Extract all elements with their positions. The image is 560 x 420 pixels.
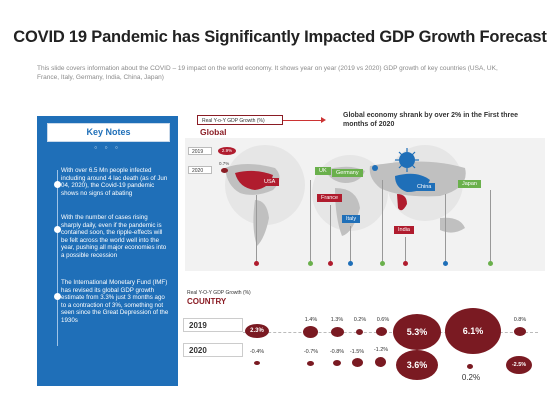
bubble-2019-germany — [331, 327, 344, 337]
bubble-2019-india: 6.1% — [445, 308, 501, 354]
pin-dot — [328, 261, 333, 266]
note-bullet — [54, 181, 61, 188]
note-bullet — [54, 226, 61, 233]
divider-line — [243, 332, 538, 333]
global-2020-dot — [221, 168, 228, 173]
map-tag-france: France — [317, 194, 343, 202]
country-label: COUNTRY — [187, 297, 227, 306]
global-value-2019: 2.9% — [218, 147, 236, 155]
bubble-2019-france — [356, 329, 363, 335]
pin-line — [256, 195, 257, 263]
value-2020-france: -1.5% — [349, 349, 365, 355]
value-2019-france: 0.2% — [353, 317, 367, 323]
value-2020-uk: -0.7% — [303, 349, 319, 355]
bubble-2020-china: 3.6% — [396, 350, 438, 380]
bubble-2019-uk — [303, 326, 318, 338]
map-tag-usa: USA — [260, 178, 280, 186]
pin-dot — [380, 261, 385, 266]
pin-line — [350, 226, 351, 263]
pin-dot — [403, 261, 408, 266]
key-notes-timeline — [57, 170, 58, 346]
note-bullet — [54, 293, 61, 300]
map-tag-italy: Italy — [342, 215, 361, 223]
arrow-right-icon — [321, 117, 326, 123]
key-note-2: With the number of cases rising sharply … — [61, 214, 167, 259]
bubble-2019-japan — [514, 327, 526, 336]
yoy-label: Real Y-o-Y GDP Growth (%) — [197, 115, 283, 125]
value-2019-japan: 0.8% — [513, 317, 527, 323]
pin-line — [405, 237, 406, 263]
key-notes-panel: Key Notes ○ ○ ○ With over 6.5 Mn people … — [37, 116, 178, 386]
key-note-3: The International Monetary Fund (IMF) ha… — [61, 279, 169, 324]
world-map — [185, 138, 545, 271]
global-value-2020: 0.7% — [219, 161, 230, 166]
arrow-line — [283, 120, 323, 121]
pin-line — [490, 190, 491, 263]
pin-dot — [488, 261, 493, 266]
bubble-2020-france — [352, 358, 363, 367]
value-2020-germany: -0.8% — [329, 349, 345, 355]
pin-line — [330, 205, 331, 263]
bubble-2020-germany — [333, 360, 341, 366]
global-headline: Global economy shrank by over 2% in the … — [343, 112, 519, 128]
value-2020-italy: -1.2% — [373, 347, 389, 353]
map-tag-uk: UK — [315, 167, 331, 175]
global-year-2020: 2020 — [188, 166, 212, 174]
year-2020-box: 2020 — [183, 343, 243, 357]
key-notes-dots: ○ ○ ○ — [94, 145, 121, 151]
pin-dot — [254, 261, 259, 266]
map-tag-india: India — [394, 226, 414, 234]
pin-line — [382, 180, 383, 263]
pin-dot — [443, 261, 448, 266]
global-year-2019: 2019 — [188, 147, 212, 155]
key-note-1: With over 6.5 Mn people infected includi… — [61, 167, 168, 197]
bubble-2019-china: 5.3% — [393, 314, 441, 350]
bubble-2020-usa — [254, 361, 260, 365]
value-2019-uk: 1.4% — [304, 317, 318, 323]
bubble-2020-italy — [375, 357, 386, 367]
value-2020-usa: -0.4% — [249, 349, 265, 355]
pin-line — [310, 180, 311, 263]
page-title: COVID 19 Pandemic has Significantly Impa… — [13, 28, 547, 46]
world-map-icon — [225, 145, 466, 246]
bubble-2020-uk — [307, 361, 314, 366]
pin-line — [445, 194, 446, 263]
key-notes-heading: Key Notes — [47, 123, 170, 142]
value-2019-italy: 0.6% — [376, 317, 390, 323]
map-tag-japan: Japan — [458, 180, 481, 188]
page-subtitle: This slide covers information about the … — [37, 65, 498, 81]
year-2019-box: 2019 — [183, 318, 243, 332]
pin-dot — [348, 261, 353, 266]
value-2020-india: 0.2% — [461, 373, 481, 382]
country-sub-label: Real Y-O-Y GDP Growth (%) — [187, 290, 251, 296]
value-2019-germany: 1.3% — [330, 317, 344, 323]
global-label: Global — [200, 127, 227, 137]
map-tag-germany: Germany — [332, 169, 363, 177]
bubble-2019-italy — [376, 327, 387, 336]
bubble-2020-japan: -2.5% — [506, 356, 532, 374]
bubble-2019-usa: 2.3% — [245, 324, 269, 338]
bubble-2020-india — [467, 364, 473, 369]
pin-dot — [308, 261, 313, 266]
map-tag-china: China — [413, 183, 436, 191]
